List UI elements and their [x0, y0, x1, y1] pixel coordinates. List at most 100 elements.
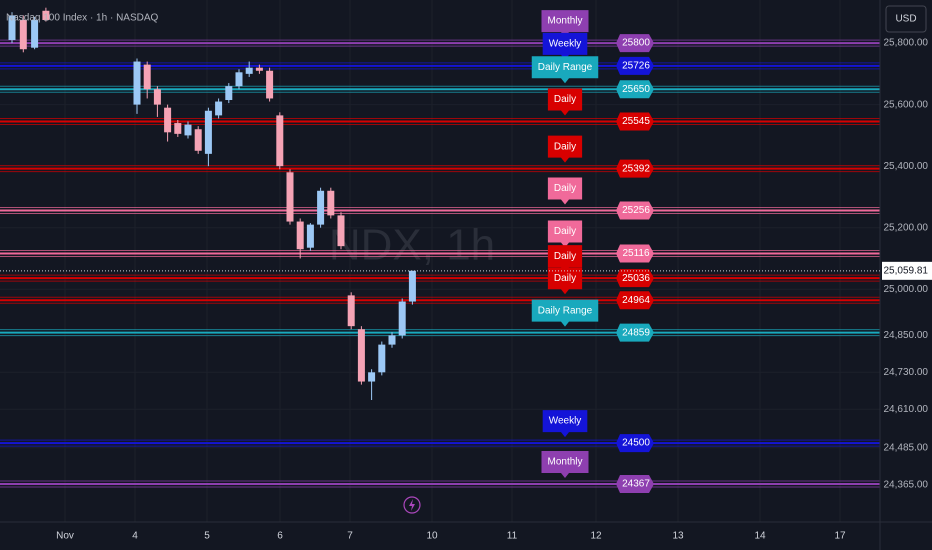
time-tick-label: 13 — [672, 531, 684, 542]
price-tick-label: 24,850.00 — [884, 330, 929, 341]
time-tick-label: 5 — [204, 531, 210, 542]
level-tag — [531, 299, 599, 327]
level-tag-label: Daily Range — [538, 305, 593, 316]
candle-body — [31, 20, 39, 48]
level-price-box — [616, 159, 654, 178]
level-tag — [547, 177, 583, 205]
level-tag — [541, 451, 589, 478]
level-price-label: 25800 — [622, 38, 650, 49]
level-price-box — [616, 56, 654, 75]
level-tag — [547, 220, 583, 248]
price-tick-label: 24,365.00 — [884, 479, 929, 490]
symbol-label: Nasdaq 100 Index · 1h · NASDAQ — [6, 13, 159, 24]
price-tick-label: 25,600.00 — [884, 99, 929, 110]
level-tag-label: Daily — [554, 226, 576, 237]
candle-body — [306, 224, 314, 248]
candle-body — [8, 15, 16, 40]
candle-body — [194, 129, 202, 151]
level-tag-label: Daily Range — [538, 62, 593, 73]
candle-body — [133, 61, 141, 105]
currency-button[interactable] — [885, 5, 927, 33]
candle-body — [184, 124, 192, 136]
level-price-box — [616, 291, 654, 310]
candle-body — [337, 215, 345, 247]
level-price-box — [616, 112, 654, 131]
candle-body — [174, 123, 182, 134]
event-icon-bolt — [409, 499, 415, 511]
candle-body — [204, 110, 212, 154]
level-tag — [547, 267, 583, 295]
level-tag-label: Weekly — [549, 416, 582, 427]
level-tag — [531, 56, 599, 84]
level-price-label: 25650 — [622, 84, 650, 95]
candle-body — [368, 372, 376, 382]
candle-body — [225, 86, 233, 100]
candle-body — [378, 344, 386, 373]
time-tick-label: 14 — [754, 531, 766, 542]
level-price-box — [616, 434, 654, 453]
level-price-box — [616, 201, 654, 220]
candle-body — [235, 72, 243, 87]
level-tag-label: Daily — [554, 251, 576, 262]
level-price-label: 25256 — [622, 205, 650, 216]
level-price-label: 25036 — [622, 273, 650, 284]
candle-body — [408, 270, 416, 302]
time-tick-label: 12 — [590, 531, 602, 542]
time-tick-label: 4 — [132, 531, 138, 542]
level-tag — [542, 32, 588, 60]
last-price-box — [882, 261, 932, 280]
level-tag-label: Daily — [554, 183, 576, 194]
price-tick-label: 24,610.00 — [884, 404, 929, 415]
candle-body — [327, 190, 335, 216]
time-tick-label: 6 — [277, 531, 283, 542]
level-price-box — [616, 269, 654, 288]
candle-body — [215, 101, 223, 116]
level-price-box — [616, 323, 654, 342]
currency-label[interactable]: USD — [895, 14, 916, 25]
level-price-label: 24500 — [622, 438, 650, 449]
time-tick-label: 10 — [426, 531, 438, 542]
event-icon[interactable] — [403, 496, 421, 514]
level-tag — [541, 10, 589, 38]
candle-body — [296, 221, 304, 250]
time-tick-label: 17 — [834, 531, 846, 542]
level-tag — [547, 135, 583, 163]
candle-body — [276, 115, 284, 167]
candle-body — [286, 172, 294, 222]
level-price-box — [616, 244, 654, 263]
level-price-label: 25545 — [622, 116, 650, 127]
level-price-label: 24367 — [622, 479, 650, 490]
price-tick-label: 24,730.00 — [884, 367, 929, 378]
level-tag-label: Daily — [554, 94, 576, 105]
time-tick-label: Nov — [56, 531, 74, 542]
candle-body — [42, 10, 50, 20]
level-tag-label: Daily — [554, 141, 576, 152]
level-price-label: 25392 — [622, 163, 650, 174]
candle-body — [317, 190, 325, 225]
level-tag-label: Weekly — [549, 38, 582, 49]
level-tag-label: Monthly — [547, 16, 582, 27]
candle-body — [357, 329, 365, 382]
level-price-box — [616, 80, 654, 99]
level-price-label: 25116 — [622, 248, 650, 259]
candle-body — [19, 20, 27, 50]
price-tick-label: 24,485.00 — [884, 442, 929, 453]
candle-body — [266, 70, 274, 99]
watermark: NDX, 1h — [329, 221, 495, 270]
price-tick-label: 25,200.00 — [884, 222, 929, 233]
level-price-label: 25726 — [622, 60, 650, 71]
candle-body — [153, 89, 161, 105]
level-price-box — [616, 34, 654, 53]
time-tick-label: 7 — [347, 531, 353, 542]
candle-body — [347, 295, 355, 327]
level-tag — [542, 410, 588, 438]
price-tick-label: 25,800.00 — [884, 38, 929, 49]
level-price-label: 24859 — [622, 327, 650, 338]
level-tag-label: Monthly — [547, 457, 582, 468]
level-tag-label: Daily — [554, 273, 576, 284]
candle-body — [143, 64, 151, 90]
price-tick-label: 25,000.00 — [884, 284, 929, 295]
level-tag — [547, 88, 583, 116]
time-tick-label: 11 — [507, 531, 518, 542]
